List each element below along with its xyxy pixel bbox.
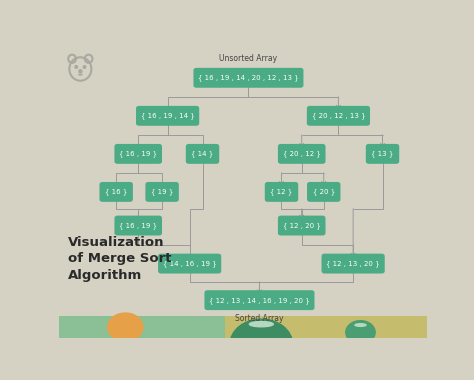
- FancyBboxPatch shape: [136, 106, 199, 126]
- Text: { 12 , 13 , 14 , 16 , 19 , 20 }: { 12 , 13 , 14 , 16 , 19 , 20 }: [209, 297, 310, 304]
- Text: { 16 }: { 16 }: [105, 188, 128, 195]
- FancyBboxPatch shape: [158, 253, 221, 274]
- FancyBboxPatch shape: [307, 182, 340, 202]
- Text: { 16 , 19 , 14 , 20 , 12 , 13 }: { 16 , 19 , 14 , 20 , 12 , 13 }: [198, 74, 299, 81]
- FancyBboxPatch shape: [114, 215, 162, 236]
- FancyBboxPatch shape: [204, 290, 314, 310]
- FancyBboxPatch shape: [146, 182, 179, 202]
- FancyBboxPatch shape: [193, 68, 303, 88]
- Text: { 14 }: { 14 }: [191, 150, 214, 157]
- Text: { 16 , 19 }: { 16 , 19 }: [119, 222, 157, 229]
- FancyBboxPatch shape: [114, 144, 162, 164]
- Text: { 16 , 19 , 14 }: { 16 , 19 , 14 }: [141, 112, 194, 119]
- Text: Sorted Array: Sorted Array: [235, 314, 284, 323]
- Circle shape: [230, 319, 292, 369]
- Text: Unsorted Array: Unsorted Array: [219, 54, 277, 63]
- FancyBboxPatch shape: [265, 182, 298, 202]
- Text: { 14 , 16 , 19 }: { 14 , 16 , 19 }: [163, 260, 217, 267]
- Bar: [225, 316, 427, 338]
- Text: { 12 , 20 }: { 12 , 20 }: [283, 222, 320, 229]
- Text: { 20 , 12 , 13 }: { 20 , 12 , 13 }: [311, 112, 365, 119]
- Text: { 12 , 13 , 20 }: { 12 , 13 , 20 }: [326, 260, 380, 267]
- FancyBboxPatch shape: [278, 215, 326, 236]
- Ellipse shape: [355, 324, 366, 326]
- Circle shape: [108, 313, 143, 341]
- FancyBboxPatch shape: [321, 253, 385, 274]
- Ellipse shape: [249, 321, 273, 327]
- FancyBboxPatch shape: [186, 144, 219, 164]
- FancyBboxPatch shape: [307, 106, 370, 126]
- Text: { 19 }: { 19 }: [151, 188, 173, 195]
- FancyBboxPatch shape: [366, 144, 399, 164]
- Text: { 13 }: { 13 }: [371, 150, 394, 157]
- Text: Visualization
of Merge Sort
Algorithm: Visualization of Merge Sort Algorithm: [68, 236, 172, 282]
- Bar: [59, 316, 261, 338]
- Text: { 16 , 19 }: { 16 , 19 }: [119, 150, 157, 157]
- Text: { 20 }: { 20 }: [313, 188, 335, 195]
- Text: { 20 , 12 }: { 20 , 12 }: [283, 150, 320, 157]
- FancyBboxPatch shape: [278, 144, 326, 164]
- Circle shape: [346, 321, 375, 344]
- FancyBboxPatch shape: [100, 182, 133, 202]
- Text: { 12 }: { 12 }: [270, 188, 292, 195]
